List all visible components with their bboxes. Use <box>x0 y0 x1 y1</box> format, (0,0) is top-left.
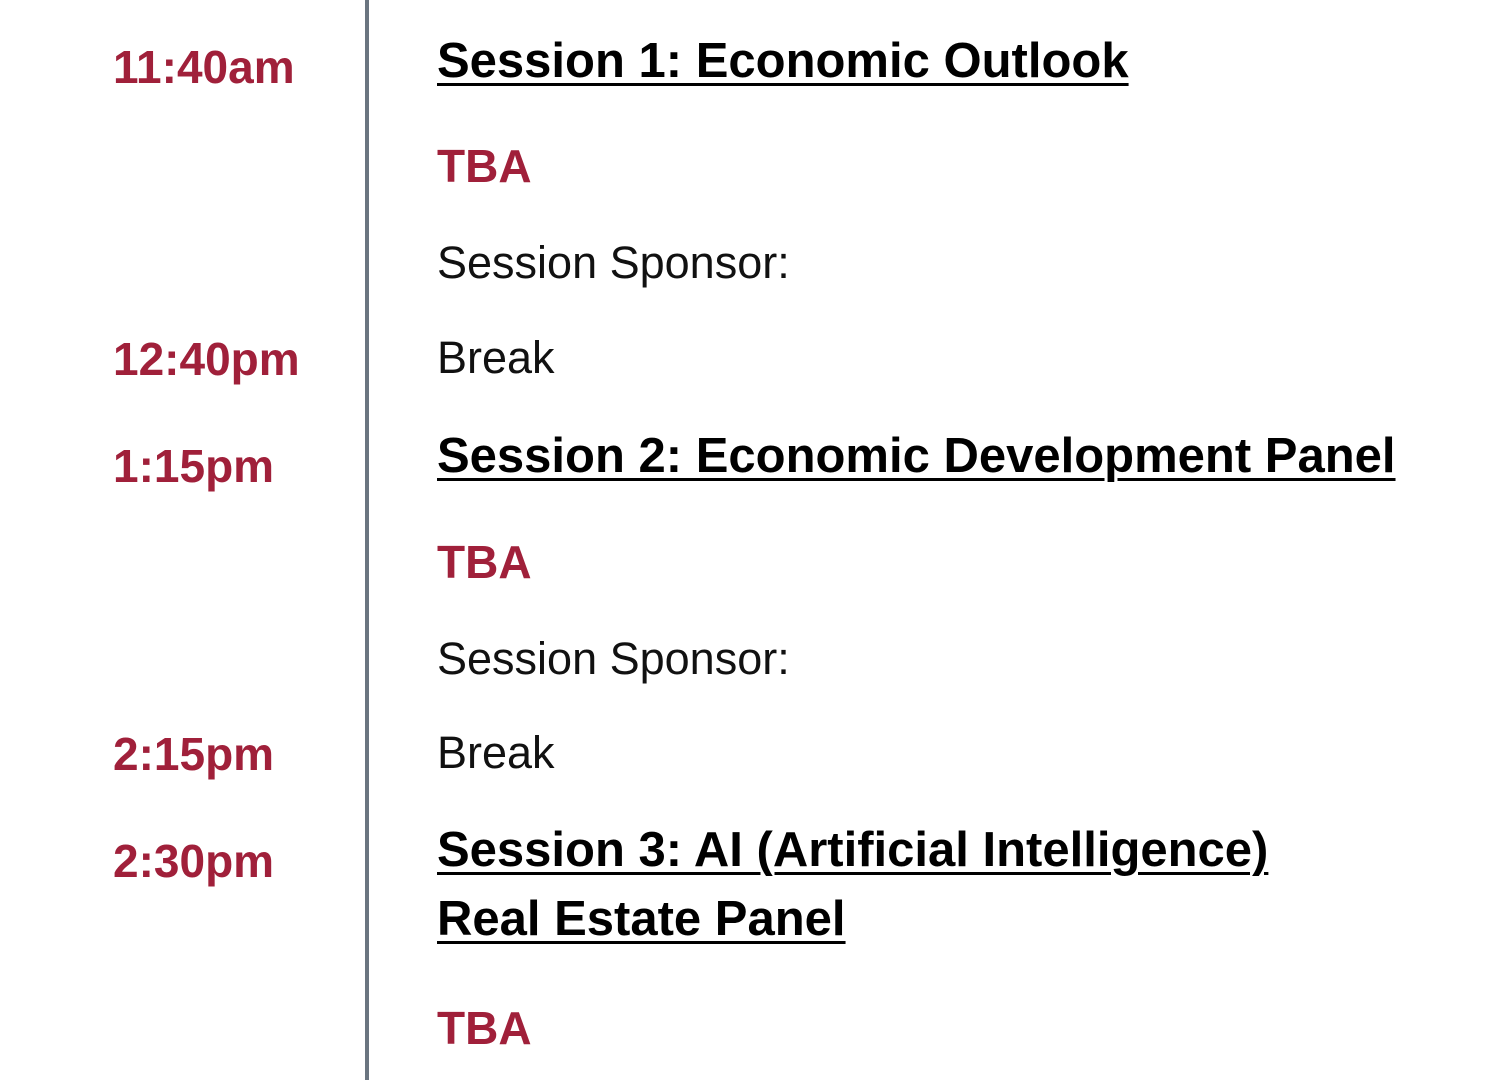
session-time: 2:30pm <box>113 835 275 887</box>
session-speaker: TBA <box>437 1002 532 1054</box>
session-title[interactable]: Session 1: Economic Outlook <box>437 34 1129 88</box>
session-title-link[interactable]: Session 3: AI (Artificial Intelligence) R… <box>437 826 1268 964</box>
session-sponsor: Session Sponsor: <box>437 633 790 684</box>
session-time: 11:40am <box>113 41 295 93</box>
session-sponsor: Session Sponsor: <box>437 237 790 288</box>
session-time: 2:15pm <box>113 728 275 780</box>
timeline-divider <box>365 0 369 1080</box>
session-title[interactable]: Session 3: AI (Artificial Intelligence) <box>437 823 1269 877</box>
session-title-link[interactable]: Session 1: Economic Outlook <box>437 37 1129 106</box>
session-time: 12:40pm <box>113 333 300 385</box>
break-label: Break <box>437 727 555 778</box>
session-title[interactable]: Real Estate Panel <box>437 892 846 946</box>
session-speaker: TBA <box>437 140 532 192</box>
session-time: 1:15pm <box>113 440 275 492</box>
break-label: Break <box>437 332 555 383</box>
session-speaker: TBA <box>437 536 532 588</box>
session-title[interactable]: Session 2: Economic Development Panel <box>437 429 1396 483</box>
session-title-link[interactable]: Session 2: Economic Development Panel <box>437 432 1396 501</box>
